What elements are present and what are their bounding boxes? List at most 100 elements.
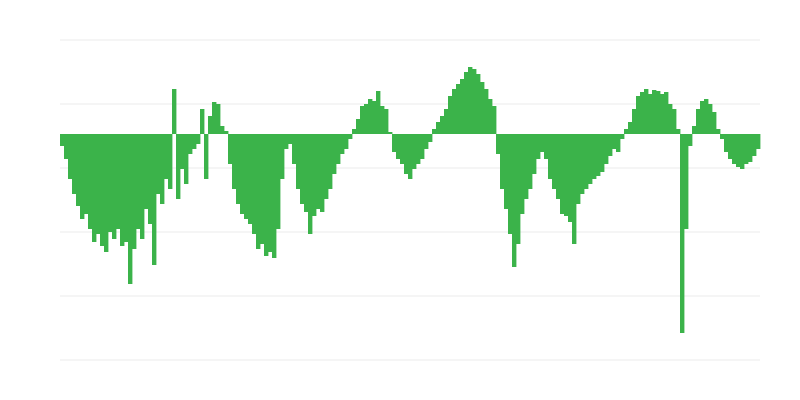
bar	[364, 104, 369, 134]
bar	[276, 134, 281, 229]
bar	[248, 134, 253, 224]
bar	[664, 92, 669, 134]
bar	[472, 69, 477, 134]
bar	[592, 134, 597, 179]
bar	[688, 134, 693, 146]
bar	[520, 134, 525, 214]
bar	[64, 134, 69, 159]
bar	[744, 134, 749, 164]
bar	[352, 129, 357, 134]
bar	[552, 134, 557, 189]
bar	[456, 84, 461, 134]
bar	[424, 134, 429, 149]
bar	[228, 134, 233, 164]
bar	[312, 134, 317, 216]
bar	[588, 134, 593, 184]
bar	[144, 134, 149, 209]
bar	[252, 134, 257, 234]
bar	[192, 134, 197, 149]
bar	[712, 112, 717, 134]
bar	[260, 134, 265, 244]
bar	[708, 104, 713, 134]
bar	[280, 134, 285, 179]
bar	[732, 134, 737, 164]
bar	[408, 134, 413, 179]
bar	[380, 106, 385, 134]
bar	[240, 134, 245, 214]
bar	[96, 134, 101, 234]
bar	[316, 134, 321, 209]
bar	[284, 134, 289, 149]
bar	[172, 89, 177, 134]
bar	[468, 67, 473, 134]
bar	[268, 134, 273, 252]
bar	[124, 134, 129, 242]
bar	[612, 134, 617, 149]
bar	[496, 134, 501, 154]
bar	[560, 134, 565, 214]
bar	[504, 134, 509, 209]
bar	[492, 106, 497, 134]
bar	[736, 134, 741, 167]
bar	[88, 134, 93, 229]
bar	[540, 134, 545, 152]
bar	[300, 134, 305, 204]
bar	[324, 134, 329, 199]
bar	[220, 126, 225, 134]
bar	[304, 134, 309, 212]
bar	[636, 96, 641, 134]
bar	[404, 134, 409, 174]
bar	[604, 134, 609, 164]
bar	[728, 134, 733, 159]
bar	[344, 134, 349, 149]
bar	[232, 134, 237, 189]
bar	[80, 134, 85, 219]
bar	[640, 92, 645, 134]
bar	[256, 134, 261, 249]
bar	[388, 132, 393, 134]
bar	[628, 122, 633, 134]
bar	[720, 134, 725, 139]
bar	[108, 134, 113, 232]
bar	[188, 134, 193, 154]
bar	[692, 126, 697, 134]
bar	[600, 134, 605, 172]
bar	[184, 134, 189, 184]
bar	[440, 116, 445, 134]
bar	[160, 134, 165, 204]
bar	[368, 99, 373, 134]
bar	[756, 134, 761, 149]
bar	[148, 134, 153, 224]
bar	[100, 134, 105, 246]
bar	[372, 101, 377, 134]
bar	[216, 104, 221, 134]
bar	[400, 134, 405, 164]
bar	[700, 101, 705, 134]
bar	[436, 122, 441, 134]
bar	[524, 134, 529, 199]
bar	[308, 134, 313, 234]
bar	[684, 134, 689, 229]
bar	[412, 134, 417, 169]
bar	[244, 134, 249, 219]
bar	[696, 109, 701, 134]
bar	[156, 134, 161, 194]
bar	[200, 109, 205, 134]
bar	[660, 94, 665, 134]
bar	[668, 104, 673, 134]
bar	[212, 102, 217, 134]
bar	[288, 134, 293, 144]
bar	[396, 134, 401, 159]
bar	[536, 134, 541, 159]
bar	[72, 134, 77, 194]
bar	[752, 134, 757, 156]
bar	[336, 134, 341, 164]
bar	[464, 72, 469, 134]
bar	[500, 134, 505, 189]
bar	[104, 134, 109, 252]
bar	[448, 96, 453, 134]
bar	[704, 99, 709, 134]
bar	[452, 89, 457, 134]
bar	[568, 134, 573, 222]
